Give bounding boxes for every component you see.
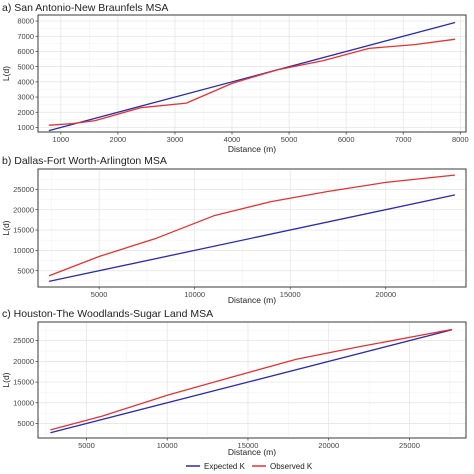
- x-axis-label: Distance (m): [228, 144, 276, 154]
- chart-title: b) Dallas-Fort Worth-Arlington MSA: [2, 155, 167, 167]
- plot-border: [37, 14, 467, 133]
- y-tick-label: 4000: [17, 77, 34, 86]
- y-tick-label: 5000: [17, 62, 34, 71]
- y-axis-label: L(d): [1, 220, 11, 235]
- plot-border: [37, 321, 467, 439]
- x-axis-label: Distance (m): [228, 447, 276, 457]
- x-tick-label: 4000: [224, 135, 241, 144]
- x-tick-label: 20000: [375, 290, 396, 299]
- x-tick-label: 5000: [281, 135, 298, 144]
- x-tick-label: 15000: [238, 441, 259, 450]
- plot-border: [37, 168, 467, 288]
- series-line-expected-k: [48, 194, 456, 282]
- y-tick-label: 8000: [17, 17, 34, 26]
- y-tick-label: 7000: [17, 32, 34, 41]
- series-line-expected-k: [48, 21, 456, 132]
- legend-label-expected-k: Expected K: [204, 462, 246, 471]
- x-tick-label: 10000: [184, 290, 205, 299]
- y-tick-label: 3000: [17, 93, 34, 102]
- x-tick-label: 15000: [280, 290, 301, 299]
- x-tick-label: 2000: [110, 135, 127, 144]
- y-tick-label: 25000: [13, 336, 34, 345]
- x-tick-label: 20000: [318, 441, 339, 450]
- y-axis-label: L(d): [1, 66, 11, 81]
- plot-area: [37, 14, 467, 133]
- legend-label-observed-k: Observed K: [270, 462, 313, 471]
- y-tick-label: 25000: [13, 185, 34, 194]
- x-tick-label: 10000: [157, 441, 178, 450]
- x-tick-label: 3000: [167, 135, 184, 144]
- chart-title: a) San Antonio-New Braunfels MSA: [2, 2, 168, 14]
- series-line-expected-k: [50, 329, 453, 434]
- chart-panel-3: 5000 10000 15000 20000 25000 5000 10000 15000 20…: [1, 308, 467, 457]
- legend: Expected K Observed K: [186, 462, 313, 471]
- x-tick-label: 7000: [395, 135, 412, 144]
- x-tick-label: 1000: [52, 135, 69, 144]
- series-line-observed-k: [48, 38, 456, 126]
- y-axis-label: L(d): [1, 372, 11, 387]
- x-tick-label: 6000: [338, 135, 355, 144]
- y-tick-label: 15000: [13, 226, 34, 235]
- x-tick-label: 25000: [399, 441, 420, 450]
- x-axis-label: Distance (m): [228, 295, 276, 305]
- chart-title: c) Houston-The Woodlands-Sugar Land MSA: [2, 308, 213, 320]
- x-tick-label: 8000: [452, 135, 469, 144]
- y-tick-label: 5000: [17, 419, 34, 428]
- series-line-observed-k: [50, 328, 453, 431]
- y-tick-label: 1000: [17, 123, 34, 132]
- y-tick-label: 20000: [13, 205, 34, 214]
- plot-area: [37, 321, 467, 439]
- chart-panel-1: 1000 2000 3000 4000 5000 6000 7000 8000 1000 2000…: [1, 2, 469, 154]
- chart-panel-2: 5000 10000 15000 20000 5000 10000 15000 20000 25…: [1, 155, 467, 305]
- x-tick-label: 5000: [91, 290, 108, 299]
- x-tick-label: 5000: [78, 441, 95, 450]
- y-tick-label: 20000: [13, 357, 34, 366]
- y-tick-label: 15000: [13, 378, 34, 387]
- y-tick-label: 10000: [13, 398, 34, 407]
- y-tick-label: 2000: [17, 108, 34, 117]
- series-line-observed-k: [48, 174, 456, 277]
- plot-area: [37, 168, 467, 288]
- y-tick-label: 10000: [13, 246, 34, 255]
- y-tick-label: 5000: [17, 266, 34, 275]
- y-tick-label: 6000: [17, 47, 34, 56]
